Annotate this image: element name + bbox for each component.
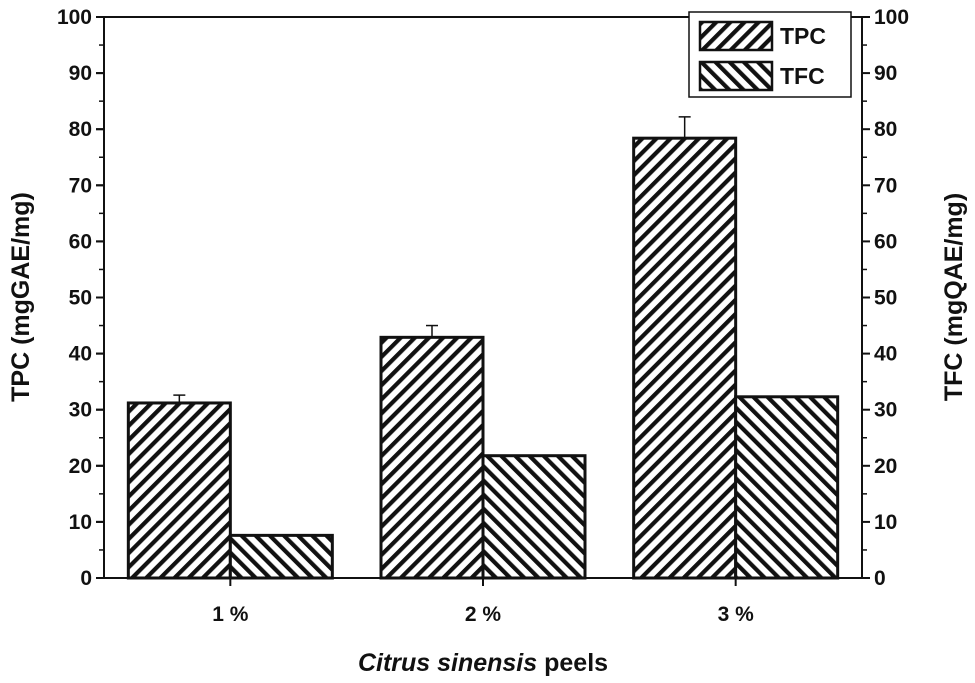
y2-tick-label: 90	[874, 62, 897, 85]
x-axis-title-italic: Citrus sinensis	[358, 649, 537, 677]
y2-tick-label: 40	[874, 343, 897, 366]
y-tick-label: 0	[80, 567, 92, 590]
y-tick-label: 90	[69, 62, 92, 85]
x-axis-title-rest: peels	[537, 649, 608, 677]
y2-tick-label: 0	[874, 567, 886, 590]
y-tick-label: 40	[69, 343, 92, 366]
bar-tpc-2	[379, 335, 485, 580]
y2-tick-label: 60	[874, 230, 897, 253]
y2-tick-label: 50	[874, 287, 897, 310]
y-axis-ticks: 0 0 10 10 20 20 30 30 40 40 50 50 60 60 70 70 80 80 90 90 10…	[57, 6, 909, 590]
y2-axis-title: TFC (mgQAE/mg)	[940, 193, 968, 401]
y2-tick-label: 70	[874, 174, 897, 197]
y-tick-label: 20	[69, 455, 92, 478]
legend-swatch-tfc	[698, 60, 774, 92]
x-axis-ticks: 1 % 2 % 3 %	[212, 578, 754, 626]
bar-tfc-1	[228, 533, 334, 580]
y-tick-label: 30	[69, 399, 92, 422]
y-tick-label: 50	[69, 287, 92, 310]
y-tick-label: 100	[57, 6, 92, 29]
bar-tpc-3	[632, 136, 738, 580]
bar-series	[126, 136, 840, 580]
y2-tick-label: 10	[874, 511, 897, 534]
error-bars	[173, 116, 691, 403]
y-tick-label: 10	[69, 511, 92, 534]
y2-tick-label: 80	[874, 118, 897, 141]
bar-tfc-3	[734, 395, 840, 580]
y-tick-label: 70	[69, 174, 92, 197]
y-tick-label: 80	[69, 118, 92, 141]
y-tick-label: 60	[69, 230, 92, 253]
legend-label-tfc: TFC	[780, 63, 825, 89]
y2-tick-label: 30	[874, 399, 897, 422]
legend-label-tpc: TPC	[780, 23, 826, 49]
x-tick-label: 2 %	[465, 603, 502, 626]
x-axis-title: Citrus sinensis peels	[358, 649, 608, 677]
x-tick-label: 1 %	[212, 603, 249, 626]
y2-tick-label: 20	[874, 455, 897, 478]
x-tick-label: 3 %	[718, 603, 755, 626]
y-axis-title: TPC (mgGAE/mg)	[7, 192, 35, 402]
legend: TPC TFC	[688, 11, 852, 98]
y2-tick-label: 100	[874, 6, 909, 29]
bar-tfc-2	[481, 454, 587, 580]
legend-swatch-tpc	[698, 20, 774, 52]
bar-tpc-1	[126, 401, 232, 580]
